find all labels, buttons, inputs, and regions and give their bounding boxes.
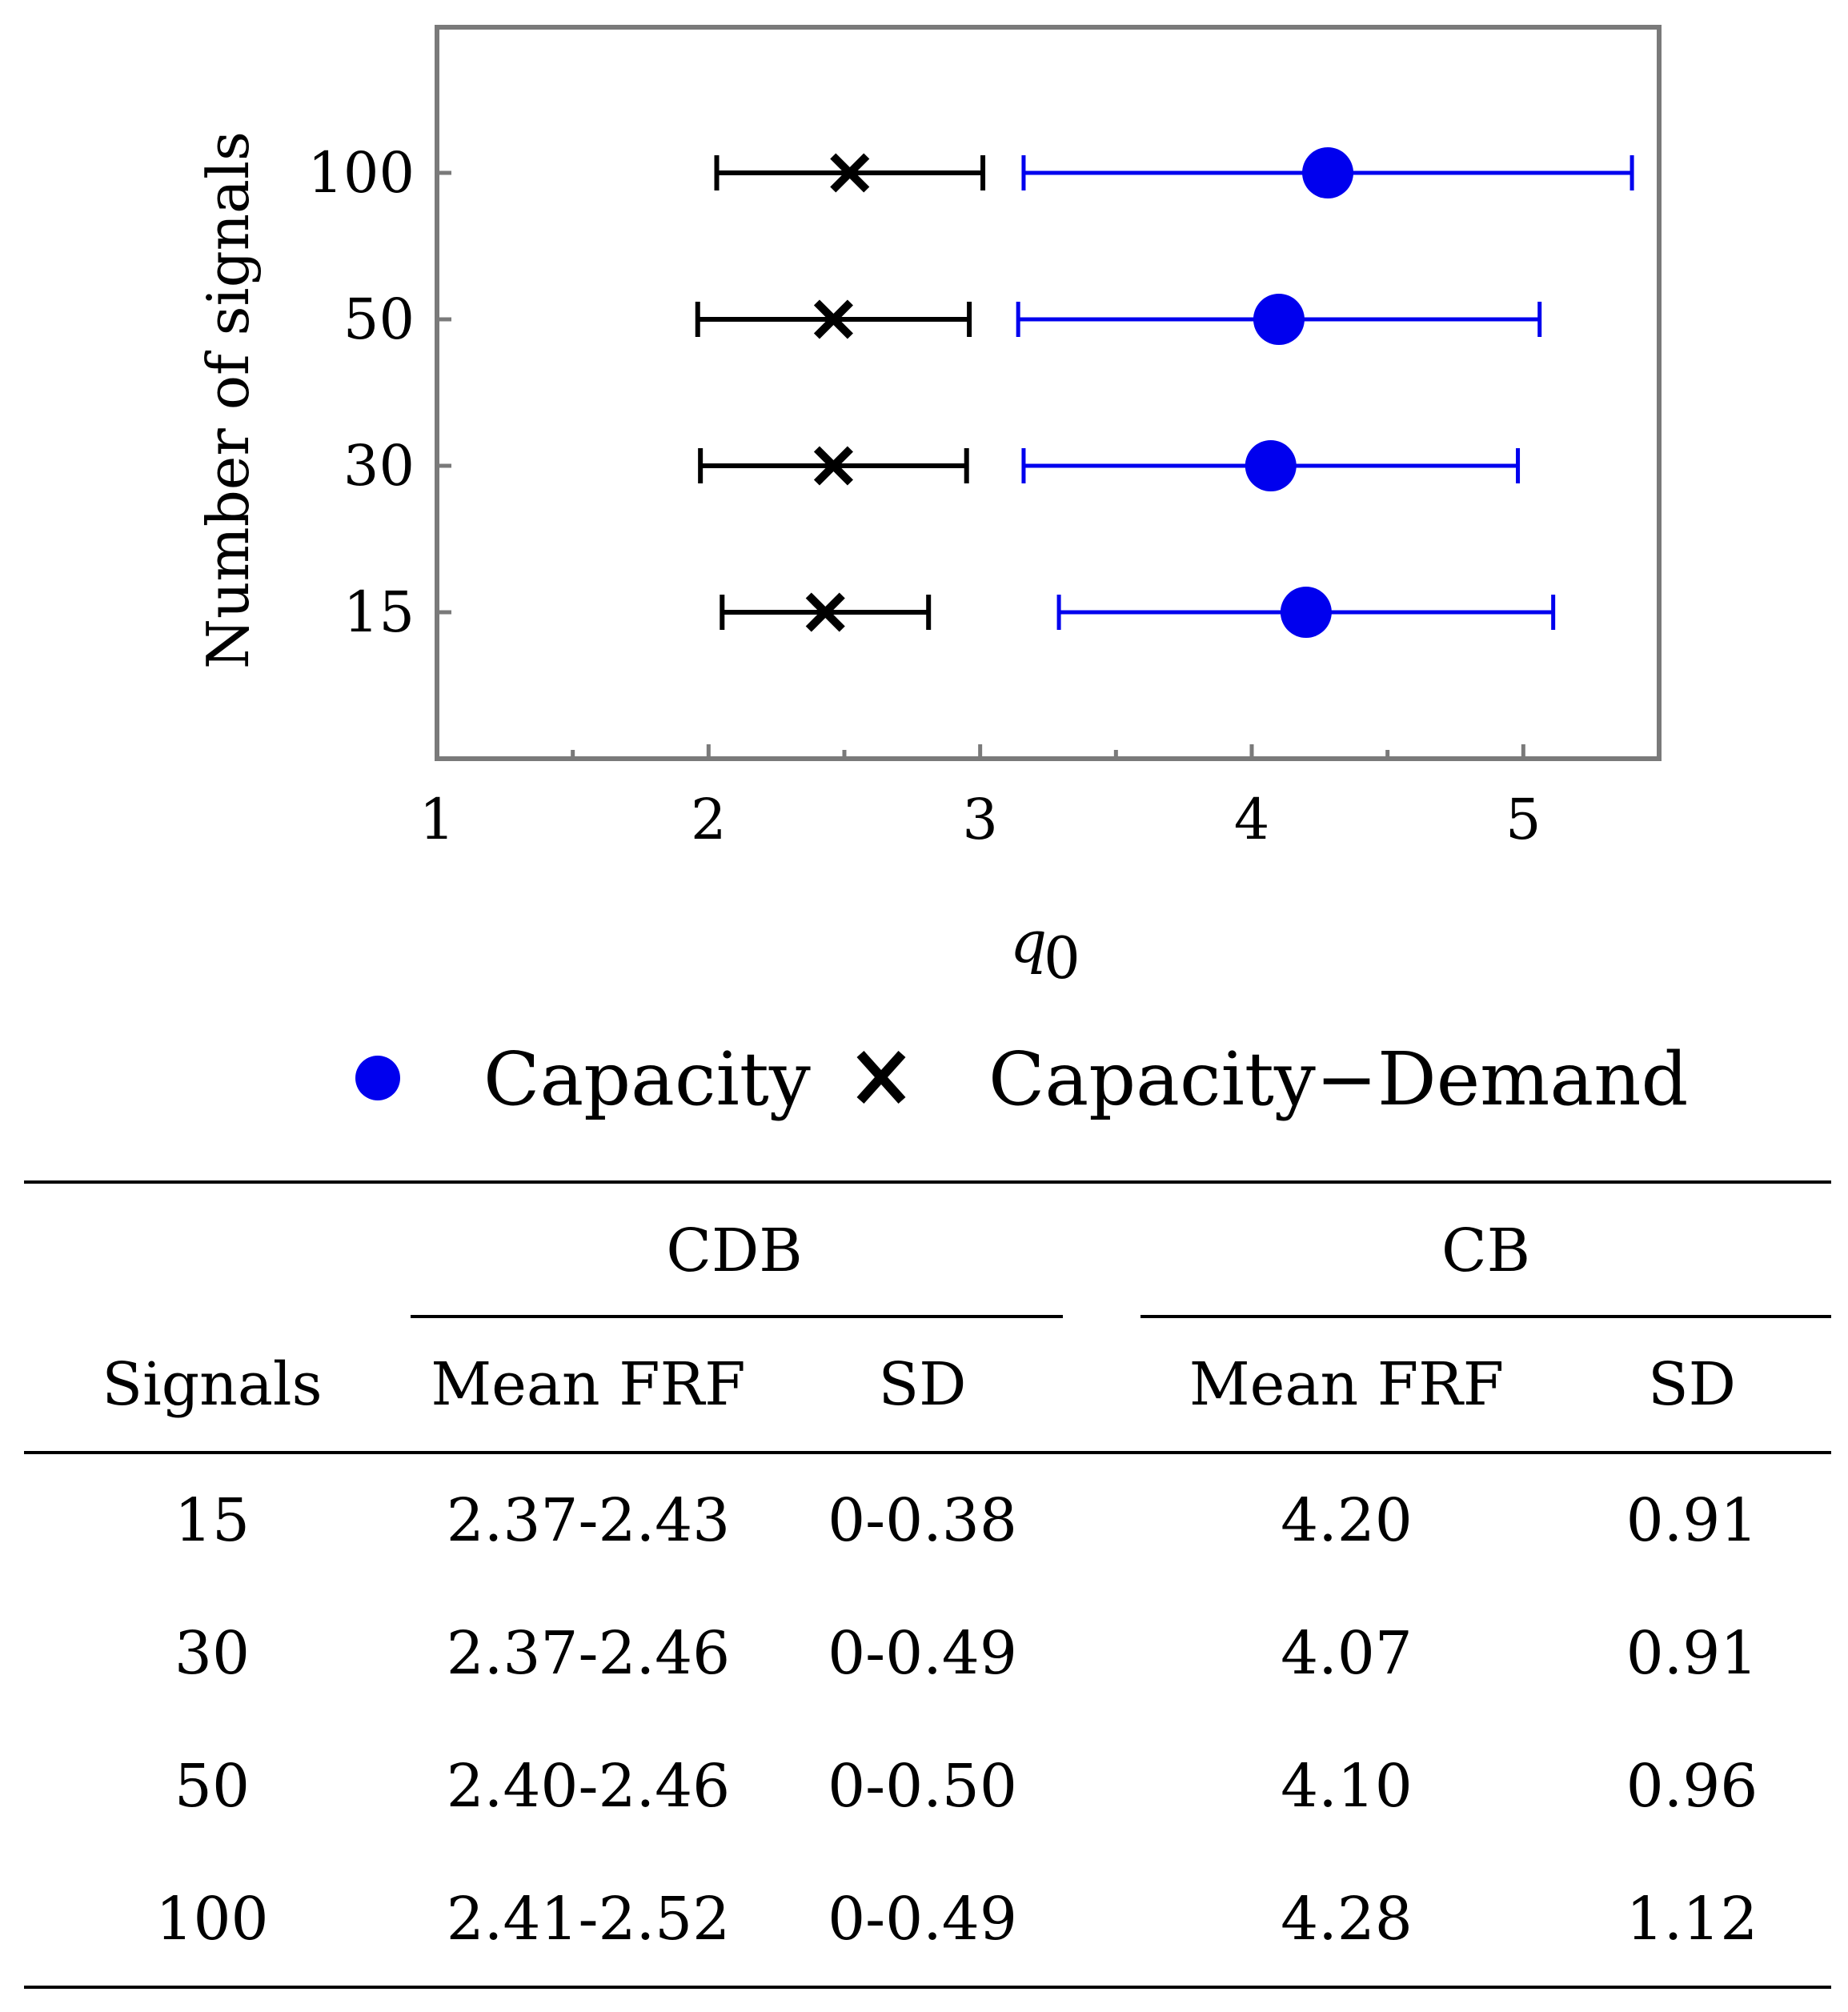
cell-cb-sd: 0.96 (1626, 1752, 1758, 1821)
header-group-cdb: CDB (400, 1180, 1068, 1318)
capacity-demand-point (695, 299, 972, 339)
cell-cb-sd: 0.91 (1553, 1451, 1831, 1587)
col-header-signals: Signals (102, 1350, 323, 1419)
results-table: CDB CB Signals Mean FRF SD Mean FRF SD 1… (24, 1180, 1831, 1989)
x-tick-label: 1 (419, 787, 455, 852)
capacity-demand-point (714, 153, 986, 193)
cdb-underline (411, 1315, 1063, 1318)
cross-marker-stroke (813, 299, 853, 339)
x-tick-label: 4 (1234, 787, 1270, 852)
cross-marker-stroke (813, 446, 853, 486)
group-cb-label: CB (1441, 1216, 1530, 1285)
capacity-marker (1280, 587, 1332, 638)
cell-signals: 50 (174, 1752, 251, 1821)
legend-capacity-demand-label: Capacity−Demand (988, 1036, 1688, 1122)
legend-capacity-marker (355, 1056, 400, 1100)
capacity-demand-point (698, 446, 969, 486)
capacity-point (1021, 440, 1521, 491)
col-header-cb-mean: Mean FRF (1189, 1350, 1505, 1419)
capacity-marker (1253, 294, 1305, 345)
cell-cb-mean: 4.07 (1281, 1619, 1413, 1688)
cell-signals: 100 (24, 1853, 400, 1989)
y-tick-label: 15 (343, 579, 415, 645)
cell-signals: 15 (24, 1451, 400, 1587)
cell-cb-mean: 4.10 (1281, 1752, 1413, 1821)
y-tick-label: 100 (307, 140, 415, 206)
cell-cb-mean: 4.28 (1140, 1853, 1553, 1989)
header-gap (1068, 1180, 1140, 1318)
cell-cdb-mean: 2.37-2.46 (446, 1619, 731, 1688)
x-tick-label: 5 (1505, 787, 1541, 852)
y-axis-ticks: 15 30 50 100 (307, 140, 451, 645)
capacity-point (1021, 147, 1634, 198)
plot-marks (695, 147, 1634, 638)
x-tick-label: 2 (691, 787, 727, 852)
capacity-marker (1245, 440, 1297, 491)
col-header-cb-sd: SD (1647, 1350, 1737, 1419)
header-group-cb: CB (1140, 1180, 1831, 1318)
legend-capacity-label: Capacity (483, 1036, 811, 1122)
group-cdb-label: CDB (666, 1216, 803, 1285)
x-axis-title-subscript: 0 (1044, 924, 1080, 992)
col-header-cdb-sd: SD (878, 1350, 967, 1419)
cross-marker-stroke (805, 592, 845, 632)
cell-cdb-sd: 0-0.38 (776, 1451, 1068, 1587)
cb-underline (1140, 1315, 1831, 1318)
chart: 1 2 3 4 5 15 30 50 100 Number of signals q 0 Ca… (194, 25, 1688, 1122)
col-header-cdb-mean: Mean FRF (431, 1350, 746, 1419)
capacity-marker (1302, 147, 1354, 198)
capacity-point (1016, 294, 1542, 345)
cross-marker-stroke (830, 153, 870, 193)
capacity-demand-point (720, 592, 932, 632)
y-tick-label: 50 (343, 287, 415, 352)
cell-cdb-mean: 2.40-2.46 (446, 1752, 731, 1821)
cell-signals: 30 (174, 1619, 251, 1688)
cell-cb-mean: 4.20 (1140, 1451, 1553, 1587)
cell-cdb-sd: 0-0.50 (828, 1752, 1017, 1821)
x-tick-label: 3 (962, 787, 998, 852)
cell-cb-sd: 1.12 (1553, 1853, 1831, 1989)
plot-frame (435, 25, 1662, 761)
y-tick-label: 30 (343, 433, 415, 499)
cell-cdb-sd: 0-0.49 (828, 1619, 1017, 1688)
cell-cdb-mean: 2.37-2.43 (400, 1451, 776, 1587)
legend-capacity-demand-marker (856, 1050, 906, 1104)
capacity-point (1056, 587, 1556, 638)
cell-cdb-mean: 2.41-2.52 (400, 1853, 776, 1989)
x-axis-title: q (1010, 908, 1047, 976)
y-axis-title: Number of signals (194, 131, 262, 669)
cell-cdb-sd: 0-0.49 (776, 1853, 1068, 1989)
legend: Capacity Capacity−Demand (355, 1036, 1688, 1122)
header-spacer (24, 1180, 400, 1318)
cell-cb-sd: 0.91 (1626, 1619, 1758, 1688)
x-axis-ticks: 1 2 3 4 5 (419, 744, 1662, 852)
